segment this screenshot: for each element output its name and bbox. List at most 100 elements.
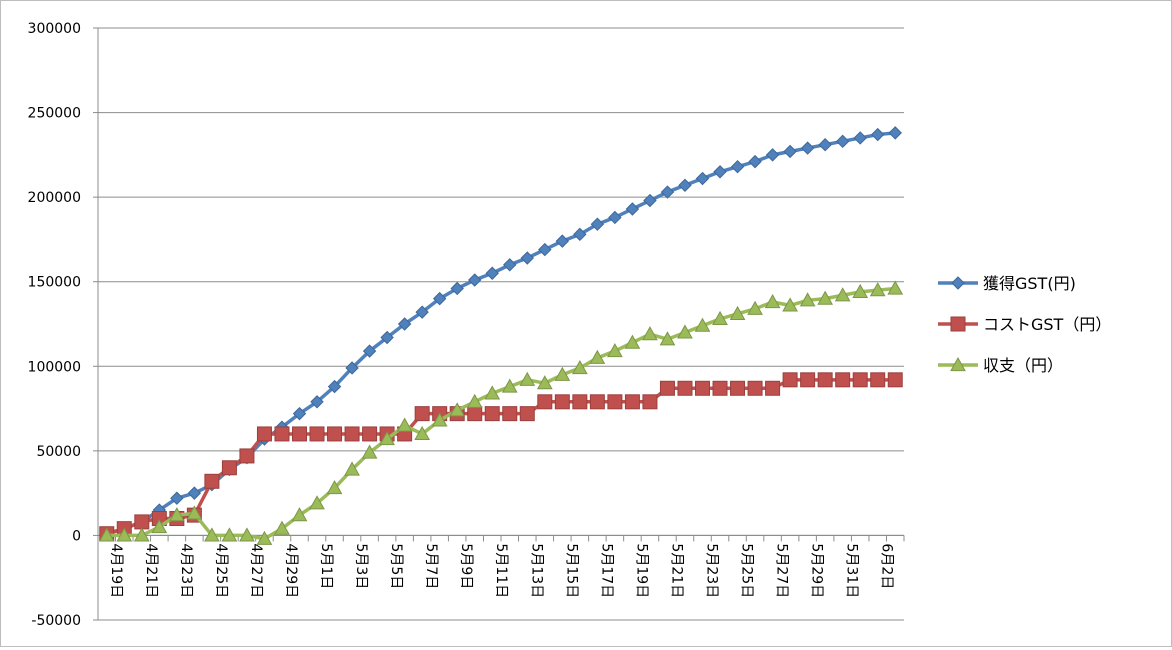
legend-marker	[950, 316, 966, 332]
data-point	[468, 273, 482, 287]
x-tick-label: 4月19日	[108, 543, 124, 598]
data-point	[712, 380, 728, 396]
data-point	[116, 527, 133, 542]
data-point	[361, 444, 378, 459]
data-point	[292, 406, 307, 421]
data-point	[274, 426, 290, 442]
data-point	[98, 527, 115, 542]
data-point	[221, 460, 237, 476]
data-point	[871, 127, 885, 142]
data-point	[835, 372, 851, 388]
x-tick-label: 5月9日	[458, 543, 474, 589]
data-point	[538, 242, 552, 257]
data-point	[292, 426, 307, 442]
data-point	[415, 305, 429, 319]
data-point	[503, 258, 517, 272]
y-tick-label: 150000	[28, 275, 81, 291]
data-point	[712, 310, 728, 326]
data-point	[536, 375, 553, 390]
data-point	[484, 406, 500, 422]
x-tick-label: 5月5日	[388, 543, 404, 589]
data-point	[887, 372, 903, 388]
data-point	[555, 234, 570, 248]
y-tick-label: 50000	[36, 444, 81, 460]
data-point	[345, 361, 359, 375]
data-point	[765, 380, 781, 396]
legend-label: コストGST（円）	[983, 315, 1111, 334]
legend-marker	[950, 356, 966, 372]
data-point	[852, 372, 868, 388]
data-point	[624, 334, 641, 349]
data-point	[239, 527, 255, 542]
data-point	[642, 394, 658, 410]
data-point	[713, 165, 727, 179]
series-line	[106, 286, 896, 541]
data-point	[608, 210, 622, 225]
data-point	[625, 202, 640, 216]
x-tick-label: 5月21日	[668, 543, 684, 598]
data-point	[747, 300, 763, 315]
data-point	[134, 514, 150, 530]
x-tick-label: 5月7日	[423, 543, 439, 589]
data-point	[256, 426, 272, 442]
data-point	[660, 185, 675, 199]
data-point	[168, 507, 185, 522]
data-point	[204, 527, 220, 542]
data-point	[450, 281, 464, 296]
x-tick-label: 5月3日	[353, 543, 369, 589]
data-point	[554, 394, 570, 410]
data-point	[853, 131, 867, 145]
data-point	[362, 426, 378, 442]
data-point	[799, 292, 816, 307]
data-point	[834, 287, 851, 302]
x-tick-label: 4月23日	[178, 543, 194, 598]
data-point	[800, 141, 815, 155]
data-point	[431, 412, 448, 427]
data-point	[204, 473, 220, 489]
x-tick-label: 5月25日	[739, 543, 755, 598]
data-point	[695, 380, 710, 396]
data-point	[221, 527, 238, 542]
data-point	[729, 305, 746, 320]
data-point	[677, 380, 693, 396]
data-point	[694, 317, 711, 332]
x-tick-label: 4月25日	[213, 543, 229, 598]
data-point	[309, 426, 325, 442]
x-tick-label: 4月27日	[248, 543, 264, 598]
x-tick-label: 5月11日	[493, 543, 509, 598]
data-point	[589, 349, 606, 364]
x-axis: 4月19日 4月21日 4月23日 4月25日 4月27日 4月29日 5月1日 5月3日 5月…	[97, 534, 905, 598]
data-point	[502, 406, 518, 422]
legend-label: 獲得GST(円)	[983, 274, 1076, 293]
data-point	[449, 402, 466, 417]
data-point	[887, 280, 904, 295]
data-point	[151, 518, 168, 534]
data-point	[519, 406, 535, 422]
data-point	[133, 527, 150, 542]
data-point	[397, 317, 412, 331]
data-point	[537, 394, 553, 410]
data-point	[414, 406, 430, 422]
x-tick-label: 5月23日	[704, 543, 720, 598]
data-point	[519, 371, 536, 386]
data-point	[783, 144, 797, 159]
data-point	[291, 507, 308, 522]
data-point	[274, 520, 290, 535]
data-point	[678, 178, 692, 193]
series-1	[99, 372, 903, 542]
data-point	[642, 326, 658, 341]
data-point	[730, 380, 746, 396]
x-tick-label: 5月27日	[774, 543, 790, 598]
y-tick-label: 250000	[28, 106, 81, 122]
data-point	[256, 530, 273, 545]
x-tick-label: 5月13日	[528, 543, 544, 598]
data-point	[870, 372, 886, 388]
legend-item: コストGST（円）	[938, 315, 1111, 334]
data-point	[239, 448, 255, 464]
data-point	[170, 491, 184, 505]
legend-marker	[951, 276, 965, 290]
x-tick-label: 4月21日	[143, 543, 159, 598]
data-point	[432, 291, 447, 306]
